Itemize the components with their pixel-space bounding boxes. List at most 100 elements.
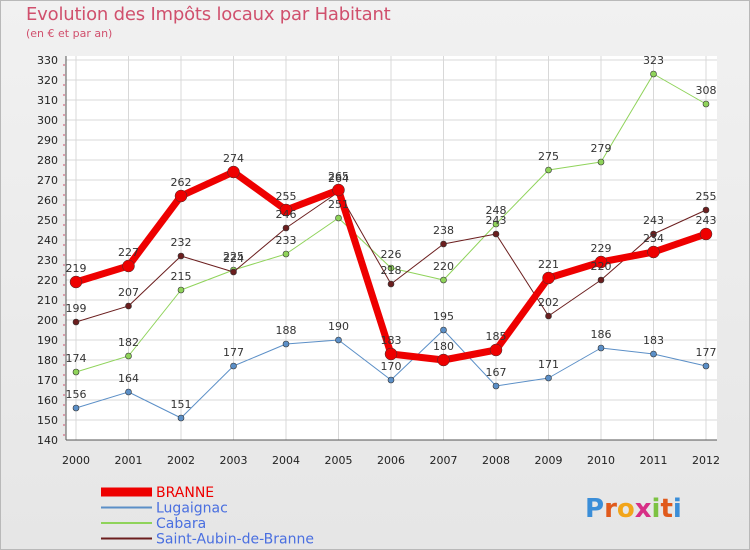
data-label-saint-aubin-de-branne: 243	[486, 214, 507, 227]
data-label-cabara: 182	[118, 336, 139, 349]
data-point-lugaignac	[545, 374, 552, 382]
data-label-branne: 255	[276, 190, 297, 203]
data-point-branne	[542, 271, 555, 285]
data-label-cabara: 251	[328, 198, 349, 211]
data-label-lugaignac: 171	[538, 358, 559, 371]
legend-label: BRANNE	[156, 485, 214, 501]
logo-letter: P	[585, 494, 604, 524]
y-tick-label: 250	[37, 214, 58, 227]
data-point-saint-aubin-de-branne	[650, 230, 657, 238]
y-tick-label: 150	[37, 414, 58, 427]
x-tick-label: 2005	[325, 454, 353, 467]
logo-letter: o	[617, 494, 635, 524]
x-tick-label: 2011	[640, 454, 668, 467]
legend-label: Cabara	[156, 516, 206, 532]
data-point-branne	[122, 259, 135, 273]
data-label-saint-aubin-de-branne: 224	[223, 252, 244, 265]
data-point-lugaignac	[282, 340, 290, 348]
data-label-branne: 227	[118, 246, 139, 259]
data-point-branne	[489, 343, 503, 357]
data-point-lugaignac	[650, 350, 657, 358]
logo-letter: x	[635, 494, 652, 524]
data-label-lugaignac: 170	[381, 360, 402, 373]
data-point-lugaignac	[125, 388, 132, 396]
data-label-lugaignac: 167	[486, 366, 507, 379]
data-label-saint-aubin-de-branne: 238	[433, 224, 454, 237]
series-layer	[69, 70, 713, 422]
data-label-cabara: 323	[643, 54, 664, 67]
data-point-saint-aubin-de-branne	[230, 268, 237, 276]
data-point-saint-aubin-de-branne	[702, 206, 710, 214]
data-labels: 156 164 151 177 188 190 170 195 167 171 186 183 177 1…	[66, 54, 717, 411]
legend: BRANNELugaignacCabaraSaint-Aubin-de-Bran…	[101, 485, 314, 548]
data-point-cabara	[650, 70, 657, 78]
data-point-branne	[437, 353, 450, 367]
data-point-saint-aubin-de-branne	[177, 252, 185, 260]
data-label-lugaignac: 195	[433, 310, 454, 323]
legend-label: Saint-Aubin-de-Branne	[156, 532, 314, 548]
data-point-saint-aubin-de-branne	[125, 302, 132, 310]
data-label-cabara: 174	[66, 352, 87, 365]
data-label-branne: 221	[538, 258, 559, 271]
data-point-cabara	[335, 214, 342, 222]
data-point-saint-aubin-de-branne	[597, 276, 605, 284]
y-tick-label: 300	[37, 114, 58, 127]
data-label-lugaignac: 186	[591, 328, 612, 341]
data-label-cabara: 225	[223, 250, 244, 263]
chart-title: Evolution des Impôts locaux par Habitant	[26, 4, 391, 25]
data-point-lugaignac	[72, 404, 80, 412]
data-point-saint-aubin-de-branne	[282, 224, 290, 232]
logo-letter: t	[660, 494, 672, 524]
data-point-cabara	[282, 250, 290, 258]
chart-subtitle: (en € et par an)	[26, 27, 113, 40]
data-label-branne: 183	[381, 334, 402, 347]
data-point-lugaignac	[177, 414, 185, 422]
data-label-saint-aubin-de-branne: 220	[591, 260, 612, 273]
data-point-branne	[174, 189, 188, 203]
data-label-cabara: 233	[276, 234, 297, 247]
data-point-cabara	[387, 264, 395, 272]
data-label-branne: 185	[486, 330, 507, 343]
y-tick-label: 140	[37, 434, 58, 447]
y-tick-label: 230	[37, 254, 58, 267]
data-point-branne	[699, 227, 713, 241]
y-tick-label: 160	[37, 394, 58, 407]
x-tick-label: 2007	[430, 454, 458, 467]
legend-label: Lugaignac	[156, 501, 228, 517]
axes: 140 150 160 170 180 190 200 210 220 230 240 250 260 2…	[37, 54, 720, 467]
data-label-lugaignac: 188	[276, 324, 297, 337]
data-label-saint-aubin-de-branne: 207	[118, 286, 139, 299]
x-tick-label: 2003	[220, 454, 248, 467]
data-point-lugaignac	[492, 382, 500, 390]
data-point-saint-aubin-de-branne	[545, 312, 552, 320]
data-label-cabara: 220	[433, 260, 454, 273]
y-tick-label: 260	[37, 194, 58, 207]
y-tick-label: 210	[37, 294, 58, 307]
data-point-cabara	[125, 352, 132, 360]
data-label-lugaignac: 164	[118, 372, 139, 385]
data-label-branne: 243	[696, 214, 717, 227]
data-label-lugaignac: 156	[66, 388, 87, 401]
data-point-branne	[332, 183, 345, 197]
data-point-lugaignac	[702, 362, 710, 370]
data-label-saint-aubin-de-branne: 199	[66, 302, 87, 315]
x-tick-label: 2008	[482, 454, 510, 467]
y-tick-label: 170	[37, 374, 58, 387]
data-point-branne	[279, 203, 293, 217]
data-point-lugaignac	[387, 376, 395, 384]
logo-letter: i	[673, 494, 682, 524]
data-point-cabara	[177, 286, 185, 294]
data-label-branne: 180	[433, 340, 454, 353]
data-point-branne	[69, 275, 83, 289]
logo-letter: r	[604, 494, 617, 524]
data-label-saint-aubin-de-branne: 264	[328, 172, 349, 185]
data-point-saint-aubin-de-branne	[72, 318, 80, 326]
y-tick-label: 280	[37, 154, 58, 167]
y-tick-label: 190	[37, 334, 58, 347]
data-label-lugaignac: 177	[696, 346, 717, 359]
data-label-cabara: 279	[591, 142, 612, 155]
data-point-branne	[594, 255, 608, 269]
data-point-cabara	[597, 158, 605, 166]
y-tick-label: 220	[37, 274, 58, 287]
